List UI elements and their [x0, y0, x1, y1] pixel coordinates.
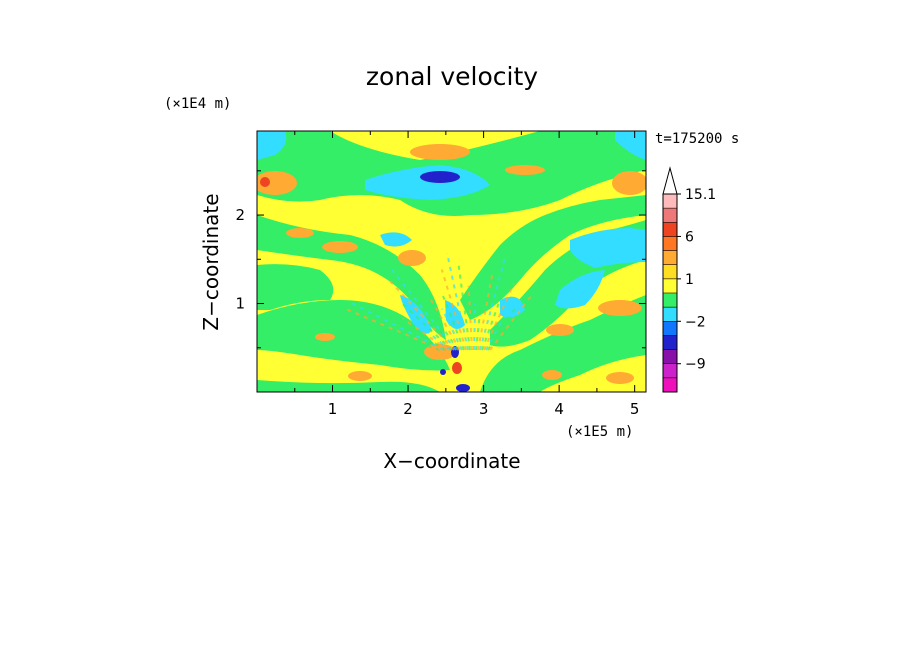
orange-spot	[348, 371, 372, 381]
blue-blob	[420, 171, 460, 183]
x-tick-label: 3	[479, 400, 489, 418]
orange-spot	[598, 300, 642, 316]
cyan-band	[257, 131, 287, 160]
orange-spot	[322, 241, 358, 253]
colorbar-segment	[663, 293, 677, 308]
time-label: t=175200 s	[655, 131, 739, 147]
orange-spot	[542, 370, 562, 380]
colorbar-segment	[663, 377, 677, 393]
wave-stripe	[429, 298, 461, 351]
orange-spot	[257, 171, 297, 195]
wave-stripe	[479, 255, 507, 351]
orange-spot	[505, 165, 545, 175]
colorbar-tick-label: −9	[685, 357, 706, 373]
colorbar-segment	[663, 236, 677, 251]
orange-spot	[612, 171, 646, 195]
cyan-band	[365, 165, 490, 200]
y-tick-label: 1	[235, 295, 245, 313]
colorbar-segment	[663, 335, 677, 350]
colorbar-tick-label: −2	[685, 314, 706, 330]
green-band	[257, 264, 334, 310]
wave-stripe	[402, 317, 449, 351]
colorbar-segment	[663, 278, 677, 294]
x-tick-label: 2	[403, 400, 413, 418]
cyan-band	[570, 228, 646, 268]
green-band	[257, 300, 450, 371]
red-spot	[452, 362, 462, 374]
orange-spot	[286, 228, 314, 238]
wave-stripe	[489, 292, 534, 351]
colorbar-tick-label: 15.1	[685, 187, 716, 203]
wave-stripe	[467, 285, 473, 351]
x-axis: 1 2 3 4 5	[294, 131, 640, 418]
wave-stripe	[481, 259, 516, 351]
red-spot	[260, 177, 270, 187]
wave-stripe	[365, 322, 441, 351]
cyan-band	[615, 131, 646, 160]
y-axis: 12	[235, 170, 646, 349]
wave-stripe	[483, 283, 515, 351]
blue-blob	[440, 369, 446, 375]
green-band	[257, 380, 440, 392]
green-band	[480, 295, 646, 392]
y-tick-label: 2	[235, 206, 245, 224]
colorbar-segment	[663, 264, 677, 280]
wave-stripe	[446, 252, 469, 351]
colorbar: 15.1 6 1 −2 −9	[662, 166, 716, 393]
wave-stripes	[346, 252, 534, 351]
colorbar-segment	[663, 208, 677, 223]
colorbar-segment	[663, 250, 677, 266]
wave-stripe	[401, 302, 453, 351]
colorbar-segment	[663, 363, 677, 379]
orange-spot	[410, 144, 470, 160]
wave-stripe	[441, 295, 465, 351]
chart-title: zonal velocity	[366, 62, 538, 91]
blue-blob	[456, 384, 470, 392]
green-band	[460, 195, 646, 320]
y-units-label: (×1E4 m)	[164, 96, 231, 112]
x-tick-label: 1	[328, 400, 338, 418]
x-units-label: (×1E5 m)	[566, 424, 633, 440]
x-tick-label: 4	[554, 400, 564, 418]
plot-frame	[256, 130, 647, 393]
colorbar-segment	[663, 307, 677, 322]
colorbar-extend-max	[662, 166, 678, 195]
orange-spot	[606, 372, 634, 384]
wave-stripe	[473, 303, 477, 351]
colorbar-tick-label: 1	[685, 272, 694, 288]
wave-stripe	[457, 260, 471, 351]
colorbar-segment	[663, 194, 677, 209]
wave-stripe	[477, 274, 494, 351]
x-axis-title: X−coordinate	[383, 449, 520, 473]
red-spots	[260, 177, 462, 374]
colorbar-segment	[663, 321, 677, 336]
cyan-band	[380, 232, 412, 247]
green-band	[257, 215, 446, 340]
wave-stripe	[441, 308, 463, 351]
x-tick-label: 5	[630, 400, 640, 418]
cyan-band	[555, 270, 605, 309]
orange-spot	[315, 333, 335, 341]
colorbar-segment	[663, 349, 677, 365]
contour-field	[257, 131, 646, 392]
colorbar-tick-label: 6	[685, 229, 694, 245]
y-axis-title: Z−coordinate	[199, 193, 223, 330]
colorbar-segment	[663, 222, 677, 237]
cyan-bands	[257, 131, 646, 334]
orange-spot	[546, 324, 574, 336]
orange-spot	[398, 250, 426, 266]
wave-stripe	[389, 280, 455, 351]
